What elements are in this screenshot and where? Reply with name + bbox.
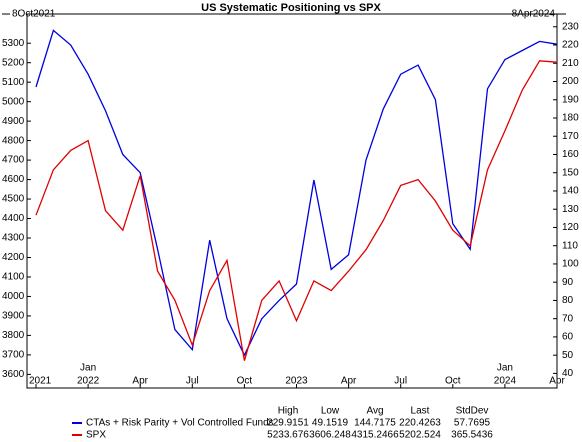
y2-tick-label: 140 (562, 186, 579, 197)
y2-tick-label: 150 (562, 167, 579, 178)
series-line (35, 60, 558, 361)
x-tick-label: Apr (132, 376, 148, 387)
x-tick-label: Oct (445, 376, 461, 387)
x-tick-label: 2022 (77, 376, 100, 387)
stats-header: High (278, 406, 299, 417)
stats-value: 144.7175 (354, 418, 396, 429)
stats-value: 220.4263 (399, 418, 441, 429)
y2-tick-label: 160 (562, 149, 579, 160)
stats-header: StdDev (456, 406, 489, 417)
y-tick-label: 5300 (2, 38, 25, 49)
stats-header: Last (411, 406, 430, 417)
y-tick-label: 4500 (2, 194, 25, 205)
stats-value: 5202.524 (399, 430, 441, 441)
y-tick-label: 4400 (2, 213, 25, 224)
stats-header: Avg (366, 406, 383, 417)
y-tick-label: 4100 (2, 272, 25, 283)
y2-tick-label: 60 (562, 332, 574, 343)
y2-tick-label: 120 (562, 222, 579, 233)
x-tick-label: Jul (186, 376, 199, 387)
stats-value: 49.1519 (312, 418, 349, 429)
plot-frame (26, 13, 558, 389)
y-tick-label: 5000 (2, 96, 25, 107)
y2-tick-label: 190 (562, 94, 579, 105)
legend-label: CTAs + Risk Parity + Vol Controlled Fund… (86, 418, 274, 429)
y2-tick-label: 90 (562, 277, 574, 288)
y2-tick-label: 70 (562, 313, 574, 324)
legend-label: SPX (86, 430, 106, 441)
y2-tick-label: 230 (562, 21, 579, 32)
x-tick-label: 2024 (494, 376, 517, 387)
x-tick-label-upper: Jan (497, 363, 513, 374)
y-tick-label: 3800 (2, 330, 25, 341)
y-tick-label: 4200 (2, 252, 25, 263)
y-tick-label: 4800 (2, 135, 25, 146)
y2-tick-label: 100 (562, 259, 579, 270)
stats-header: Low (321, 406, 340, 417)
x-tick-label: 2021 (29, 376, 52, 387)
y2-tick-label: 40 (562, 368, 574, 379)
series-line (35, 29, 558, 357)
y2-tick-label: 170 (562, 131, 579, 142)
x-tick-label: Jul (394, 376, 407, 387)
x-tick-label: Apr (549, 376, 565, 387)
stats-value: 365.5436 (451, 430, 493, 441)
chart-title: US Systematic Positioning vs SPX (201, 2, 381, 14)
stats-value: 57.7695 (454, 418, 491, 429)
stats-value: 4315.2466 (351, 430, 399, 441)
start-label: 8Oct2021 (12, 9, 56, 20)
y-tick-label: 4700 (2, 155, 25, 166)
y2-tick-label: 50 (562, 350, 574, 361)
y-tick-label: 4000 (2, 291, 25, 302)
y2-tick-label: 130 (562, 204, 579, 215)
y2-tick-label: 80 (562, 295, 574, 306)
y-tick-label: 4300 (2, 233, 25, 244)
y2-tick-label: 200 (562, 76, 579, 87)
y-tick-label: 4900 (2, 116, 25, 127)
y2-tick-label: 220 (562, 40, 579, 51)
x-tick-label-upper: Jan (80, 363, 96, 374)
y2-tick-label: 110 (562, 240, 578, 251)
y-tick-label: 3900 (2, 311, 25, 322)
y-tick-label: 5100 (2, 77, 25, 88)
y-tick-label: 3600 (2, 369, 25, 380)
stats-value: 229.9151 (267, 418, 309, 429)
x-tick-label: 2023 (285, 376, 308, 387)
end-label: 8Apr2024 (512, 9, 556, 20)
y-tick-label: 3700 (2, 350, 25, 361)
x-tick-label: Oct (237, 376, 253, 387)
x-tick-label: Apr (341, 376, 357, 387)
y-tick-label: 5200 (2, 57, 25, 68)
y2-tick-label: 210 (562, 58, 579, 69)
y-tick-label: 4600 (2, 174, 25, 185)
stats-value: 3606.248 (309, 430, 351, 441)
stats-value: 5233.676 (267, 430, 309, 441)
y2-tick-label: 180 (562, 113, 579, 124)
